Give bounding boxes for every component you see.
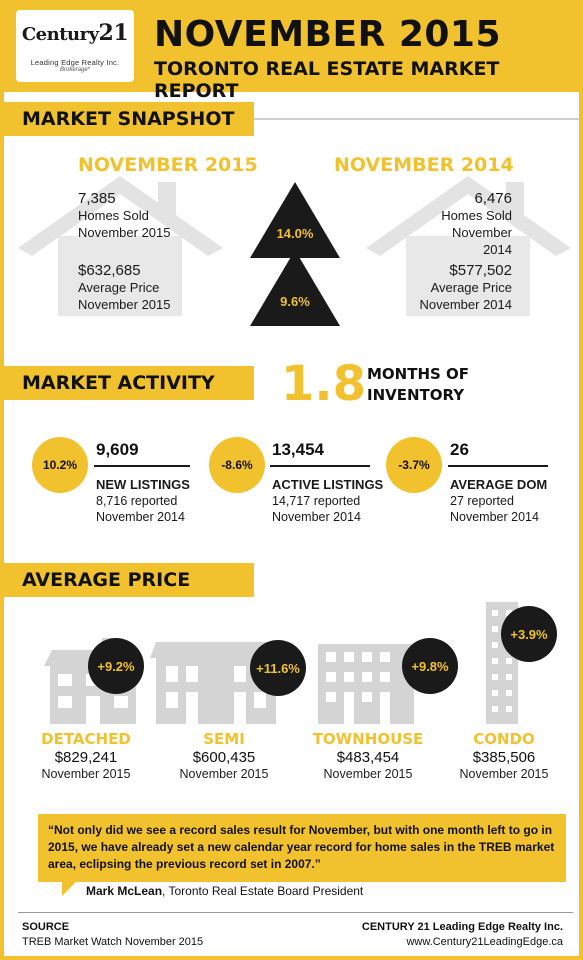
website-link[interactable]: www.Century21LeadingEdge.ca [406, 936, 563, 948]
divider [94, 465, 190, 467]
average-dom-change-badge: -3.7% [386, 437, 442, 493]
active-listings-value: 13,454 [272, 440, 324, 459]
townhouse-price-block: TOWNHOUSE $483,454 November 2015 [312, 730, 424, 781]
snapshot-previous-label: NOVEMBER 2014 [334, 154, 514, 176]
semi-price-block: SEMI $600,435 November 2015 [179, 730, 269, 781]
homes-sold-change-up-triangle: 14.0% [250, 182, 340, 258]
townhouse-icon [318, 644, 414, 724]
divider [448, 465, 548, 467]
active-listings-change-badge: -8.6% [209, 437, 265, 493]
active-listings-detail: ACTIVE LISTINGS 14,717 reported November… [272, 477, 384, 524]
section-average-price: AVERAGE PRICE [4, 563, 254, 597]
logo-tagline: Leading Edge Realty Inc. [30, 58, 120, 67]
townhouse-change-badge: +9.8% [402, 638, 458, 694]
section-market-activity: MARKET ACTIVITY [4, 366, 254, 400]
price-change-up-triangle: 9.6% [250, 250, 340, 326]
page-title: NOVEMBER 2015 [154, 14, 502, 55]
logo-brokerage: Brokerage* [59, 67, 91, 73]
company-block: CENTURY 21 Leading Edge Realty Inc. www.… [361, 921, 563, 948]
condo-price-block: CONDO $385,506 November 2015 [459, 730, 549, 781]
detached-change-badge: +9.2% [88, 638, 144, 694]
house-outline-icon [366, 176, 571, 316]
snapshot-current-label: NOVEMBER 2015 [78, 154, 258, 176]
condo-change-badge: +3.9% [501, 606, 557, 662]
house-outline-icon [18, 176, 223, 316]
semi-change-badge: +11.6% [250, 640, 306, 696]
page-subtitle: TORONTO REAL ESTATE MARKET REPORT [154, 58, 500, 102]
quote-attribution: Mark McLean, Toronto Real Estate Board P… [86, 884, 364, 898]
current-homes-sold: 7,385 Homes Sold November 2015 [78, 190, 171, 240]
previous-homes-sold: 6,476 Homes Sold November 2014 [441, 190, 512, 257]
divider [18, 912, 573, 913]
average-dom-detail: AVERAGE DOM 27 reported November 2014 [450, 477, 548, 524]
logo-wordmark: Century21 [21, 20, 129, 46]
new-listings-detail: NEW LISTINGS 8,716 reported November 201… [96, 477, 190, 524]
quote-bubble-tail [62, 882, 76, 896]
previous-average-price: $577,502 Average Price November 2014 [419, 262, 513, 312]
new-listings-value: 9,609 [96, 440, 139, 459]
months-of-inventory-value: 1.8 [281, 356, 367, 412]
divider [254, 118, 579, 120]
divider [270, 465, 370, 467]
century21-logo: Century21 Leading Edge Realty Inc. Broke… [16, 10, 134, 82]
quote-bubble: “Not only did we see a record sales resu… [38, 814, 566, 882]
new-listings-change-badge: 10.2% [32, 437, 88, 493]
detached-price-block: DETACHED $829,241 November 2015 [41, 730, 131, 781]
header-bar: Century21 Leading Edge Realty Inc. Broke… [4, 0, 579, 102]
source-block: SOURCE TREB Market Watch November 2015 [22, 921, 204, 948]
current-average-price: $632,685 Average Price November 2015 [78, 262, 171, 312]
section-market-snapshot: MARKET SNAPSHOT [4, 102, 254, 136]
average-dom-value: 26 [450, 440, 469, 459]
months-of-inventory-label: MONTHS OF INVENTORY [367, 365, 470, 404]
